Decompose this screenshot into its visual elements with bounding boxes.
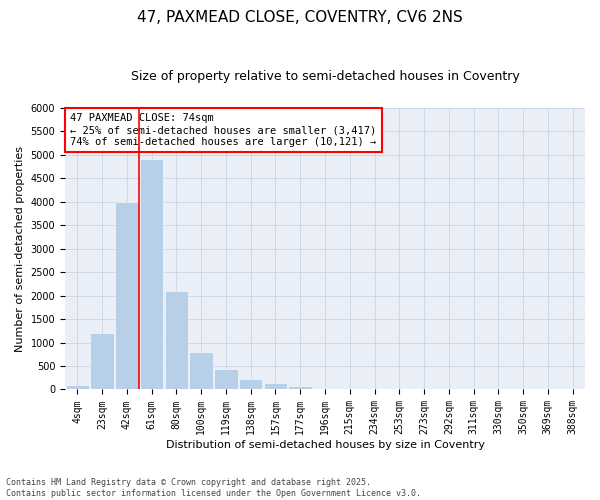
Bar [115, 202, 139, 390]
Bar [190, 352, 213, 390]
Title: Size of property relative to semi-detached houses in Coventry: Size of property relative to semi-detach… [131, 70, 520, 83]
Bar [214, 370, 238, 390]
Bar [65, 385, 89, 390]
Y-axis label: Number of semi-detached properties: Number of semi-detached properties [15, 146, 25, 352]
X-axis label: Distribution of semi-detached houses by size in Coventry: Distribution of semi-detached houses by … [166, 440, 485, 450]
Bar [164, 291, 188, 390]
Bar [313, 388, 337, 390]
Bar [289, 386, 312, 390]
Bar [91, 333, 114, 390]
Bar [264, 384, 287, 390]
Bar [140, 160, 163, 390]
Bar [239, 378, 262, 390]
Text: Contains HM Land Registry data © Crown copyright and database right 2025.
Contai: Contains HM Land Registry data © Crown c… [6, 478, 421, 498]
Text: 47, PAXMEAD CLOSE, COVENTRY, CV6 2NS: 47, PAXMEAD CLOSE, COVENTRY, CV6 2NS [137, 10, 463, 25]
Text: 47 PAXMEAD CLOSE: 74sqm
← 25% of semi-detached houses are smaller (3,417)
74% of: 47 PAXMEAD CLOSE: 74sqm ← 25% of semi-de… [70, 114, 376, 146]
